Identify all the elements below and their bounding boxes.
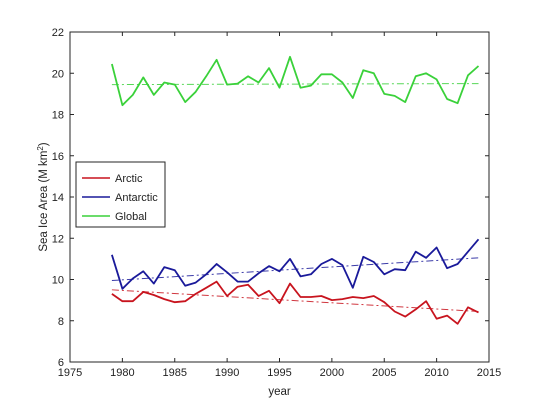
- x-tick-label: 2010: [424, 367, 448, 379]
- x-tick-label: 1985: [163, 367, 187, 379]
- series-line-antarctic: [111, 238, 480, 290]
- y-tick-label: 22: [52, 27, 64, 39]
- y-tick-label: 12: [52, 233, 64, 245]
- x-tick-label: 1995: [267, 367, 291, 379]
- legend-label-arctic: Arctic: [115, 173, 143, 185]
- legend-label-global: Global: [115, 211, 147, 223]
- y-tick-label: 14: [52, 192, 64, 204]
- y-tick-label: 8: [58, 316, 64, 328]
- x-tick-label: 1975: [58, 367, 82, 379]
- y-tick-label: 20: [52, 68, 64, 80]
- y-axis-label: Sea Ice Area (M km2): [36, 142, 50, 251]
- y-tick-label: 16: [52, 151, 64, 163]
- x-tick-label: 2000: [320, 367, 344, 379]
- x-axis-label: year: [268, 386, 291, 398]
- x-tick-label: 2005: [372, 367, 396, 379]
- y-tick-label: 10: [52, 275, 64, 287]
- x-tick-label: 2015: [477, 367, 501, 379]
- legend: Arctic Antarctic Global: [75, 161, 166, 228]
- x-tick-label: 1990: [215, 367, 239, 379]
- y-tick-label: 6: [58, 357, 64, 369]
- series-line-global: [111, 55, 480, 107]
- y-axis-label-close: ): [38, 142, 50, 146]
- y-tick-label: 18: [52, 110, 64, 122]
- y-axis-label-superscript: 2: [36, 146, 45, 151]
- x-tick-label: 1980: [110, 367, 134, 379]
- data-series: [111, 55, 480, 325]
- axis-ticks: 1975 1980 1985 1990 1995 2000 2005 2010 2015 6 8 10…: [52, 27, 501, 379]
- legend-label-antarctic: Antarctic: [115, 192, 158, 204]
- series-line-arctic: [111, 280, 479, 325]
